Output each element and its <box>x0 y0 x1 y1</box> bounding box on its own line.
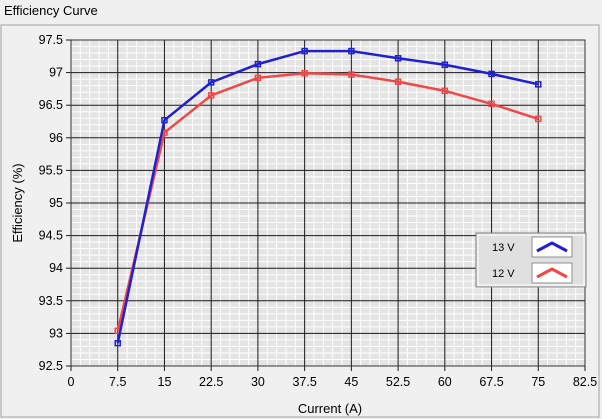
axis-ticks <box>66 39 586 371</box>
y-tick-label: 96.5 <box>39 98 63 112</box>
series-line-12v <box>116 72 539 332</box>
y-tick-label: 97.5 <box>39 33 63 47</box>
data-point <box>207 79 215 86</box>
x-tick-label: 45 <box>344 375 358 389</box>
y-tick-labels: 92.5 93 93.5 94 94.5 95 95.5 96 96.5 97 97.5 <box>39 33 63 373</box>
x-tick-label: 7.5 <box>109 375 126 389</box>
x-tick-label: 0 <box>68 375 75 389</box>
data-point <box>254 60 262 68</box>
x-tick-labels: 0 7.5 15 22.5 30 37.5 45 52.5 60 67.5 75 82.5 <box>68 375 598 389</box>
data-point <box>301 70 308 77</box>
data-point <box>348 71 355 78</box>
legend-box-inner <box>477 234 585 286</box>
data-point <box>348 47 355 55</box>
data-point <box>488 70 495 78</box>
x-tick-label: 30 <box>251 375 265 389</box>
legend-swatch-line <box>536 267 568 279</box>
data-point <box>301 47 308 55</box>
x-tick-label: 60 <box>438 375 452 389</box>
y-tick-label: 95 <box>49 196 63 210</box>
data-point <box>394 78 402 85</box>
y-tick-label: 97 <box>49 66 63 80</box>
data-point <box>394 55 402 62</box>
legend-swatch-box <box>531 236 573 258</box>
x-axis-label: Current (A) <box>298 401 362 416</box>
series-layer <box>114 47 542 347</box>
data-point <box>254 74 262 82</box>
legend[interactable]: 13 V 12 V <box>475 232 587 288</box>
data-point <box>441 87 449 95</box>
legend-label: 13 V <box>492 242 515 254</box>
legend-items: 13 V 12 V <box>492 236 573 284</box>
data-point <box>441 61 449 69</box>
data-point <box>114 339 121 347</box>
y-tick-label: 93.5 <box>39 294 63 308</box>
y-tick-label: 93 <box>49 326 63 340</box>
data-point <box>161 116 168 124</box>
x-tick-label: 15 <box>158 375 172 389</box>
x-tick-label: 22.5 <box>199 375 223 389</box>
series-line-13v <box>116 49 539 344</box>
y-tick-label: 94.5 <box>39 229 63 243</box>
y-tick-label: 92.5 <box>39 359 63 373</box>
data-point <box>535 81 542 88</box>
data-point <box>207 92 215 99</box>
legend-swatch-box <box>531 262 573 284</box>
data-point <box>488 100 495 108</box>
x-tick-label: 75 <box>531 375 545 389</box>
y-axis-label: Efficiency (%) <box>10 163 25 242</box>
data-point <box>535 115 542 123</box>
x-tick-label: 82.5 <box>573 375 597 389</box>
x-tick-label: 37.5 <box>292 375 316 389</box>
y-tick-label: 94 <box>49 261 63 275</box>
legend-swatch-line <box>536 241 568 253</box>
x-tick-label: 52.5 <box>386 375 410 389</box>
chart-title: Efficiency Curve <box>4 3 98 18</box>
y-tick-label: 95.5 <box>39 163 63 177</box>
y-tick-label: 96 <box>49 131 63 145</box>
legend-label: 12 V <box>492 268 515 280</box>
x-tick-label: 67.5 <box>479 375 503 389</box>
